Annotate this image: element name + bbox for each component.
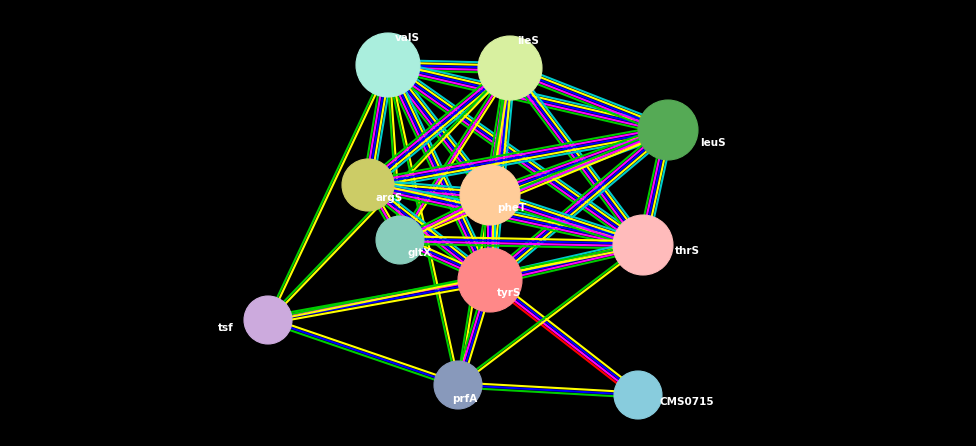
Circle shape: [356, 33, 420, 97]
Circle shape: [614, 371, 662, 419]
Circle shape: [342, 159, 394, 211]
Text: valS: valS: [395, 33, 420, 43]
Text: tyrS: tyrS: [497, 288, 521, 298]
Text: ileS: ileS: [517, 36, 539, 46]
Circle shape: [460, 165, 520, 225]
Circle shape: [434, 361, 482, 409]
Text: prfA: prfA: [452, 394, 477, 404]
Text: argS: argS: [375, 193, 402, 203]
Circle shape: [376, 216, 424, 264]
Circle shape: [458, 248, 522, 312]
Circle shape: [638, 100, 698, 160]
Circle shape: [478, 36, 542, 100]
Text: leuS: leuS: [700, 138, 725, 148]
Circle shape: [613, 215, 673, 275]
Text: CMS0715: CMS0715: [660, 397, 714, 407]
Text: thrS: thrS: [675, 246, 700, 256]
Text: pheT: pheT: [497, 203, 526, 213]
Text: tsf: tsf: [218, 323, 233, 333]
Circle shape: [244, 296, 292, 344]
Text: gltX: gltX: [407, 248, 431, 258]
